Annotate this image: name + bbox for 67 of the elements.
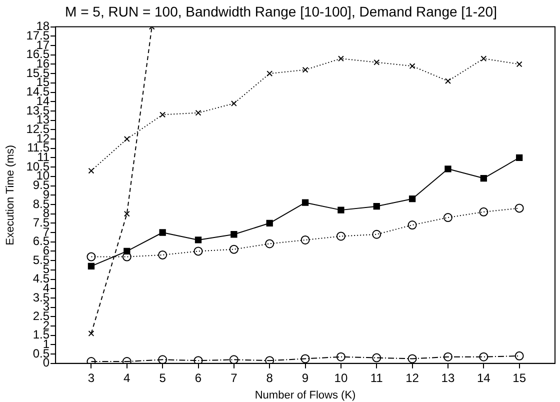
point — [479, 207, 488, 216]
point — [88, 168, 94, 174]
point — [338, 206, 344, 214]
point — [374, 59, 380, 66]
x-tick-label: 4 — [124, 370, 131, 385]
point — [338, 56, 344, 62]
point — [444, 166, 452, 172]
point — [265, 239, 274, 248]
point — [443, 352, 452, 362]
point — [480, 56, 487, 62]
point — [124, 248, 130, 255]
x-tick-label: 3 — [88, 370, 95, 385]
point — [230, 231, 238, 238]
point — [408, 196, 416, 202]
x-tick-label: 15 — [512, 370, 526, 385]
point — [88, 330, 94, 336]
x-tick-label: 8 — [266, 370, 274, 385]
point — [514, 204, 524, 213]
point — [514, 351, 524, 360]
point — [372, 230, 382, 239]
x-tick-label: 6 — [194, 370, 202, 385]
y-axis-title: Execution Time (ms) — [4, 144, 17, 246]
point — [516, 154, 523, 162]
point — [229, 355, 238, 364]
point — [336, 352, 346, 362]
point — [230, 100, 237, 106]
point — [158, 250, 168, 260]
x-tick-label: 7 — [230, 370, 238, 385]
point — [408, 220, 417, 230]
x-tick-label: 5 — [159, 370, 166, 385]
x-axis-title: Number of Flows (K) — [254, 389, 356, 402]
point — [445, 78, 451, 84]
point — [480, 174, 487, 182]
point — [409, 63, 416, 70]
point — [336, 232, 346, 241]
point — [372, 353, 382, 362]
point — [86, 252, 96, 262]
x-tick-label: 10 — [334, 370, 348, 385]
point — [408, 354, 417, 364]
x-tick-label: 12 — [406, 370, 420, 385]
point — [229, 244, 238, 254]
point — [266, 220, 273, 226]
point — [265, 356, 274, 364]
point — [302, 199, 309, 206]
point — [160, 112, 166, 118]
x-tick-label: 9 — [302, 370, 309, 385]
point — [88, 262, 95, 270]
point — [479, 352, 488, 362]
point — [194, 246, 203, 256]
chart-title: M = 5, RUN = 100, Bandwidth Range [10-100], Demand Range [1-20] — [65, 3, 497, 20]
point — [195, 110, 202, 116]
x-tick-label: 13 — [441, 370, 455, 385]
point — [373, 202, 380, 210]
point — [124, 210, 130, 217]
x-tick-label: 14 — [476, 370, 491, 385]
point — [300, 235, 310, 244]
point — [194, 236, 202, 244]
point — [443, 213, 452, 222]
point — [158, 355, 168, 364]
point — [266, 70, 273, 77]
point — [159, 229, 166, 236]
point — [124, 136, 130, 142]
point — [302, 66, 308, 73]
point — [516, 61, 522, 68]
x-tick-label: 11 — [370, 370, 384, 385]
point — [194, 356, 203, 364]
point — [300, 354, 310, 364]
